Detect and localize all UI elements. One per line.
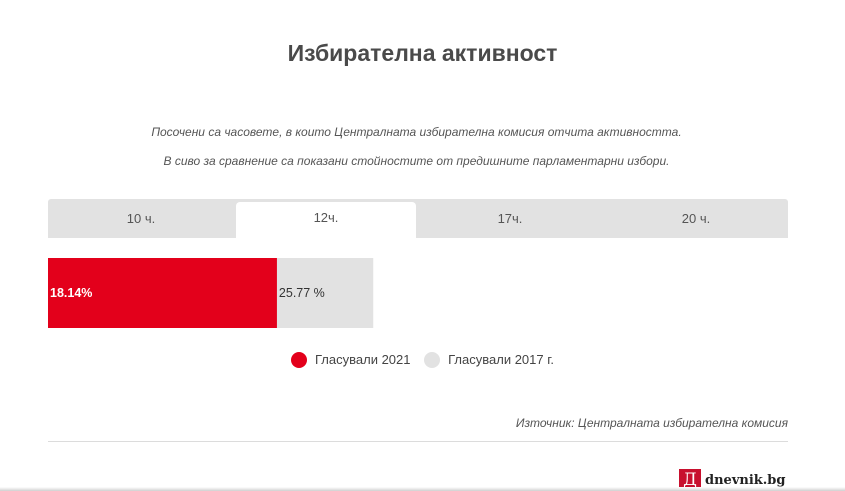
- bar-2017-label: 25.77 %: [279, 286, 325, 300]
- turnout-chart: 18.14% 25.77 %: [48, 258, 374, 328]
- legend-label-2021: Гласували 2021: [315, 352, 411, 368]
- legend-dot-2021: [291, 351, 307, 368]
- legend-dot-2017: [424, 351, 441, 368]
- tab-12h[interactable]: 12ч.: [236, 202, 416, 238]
- bar-2021: [48, 258, 277, 328]
- tab-20h[interactable]: 20 ч.: [681, 211, 711, 226]
- divider: [48, 441, 788, 442]
- dnevnik-logo[interactable]: Д dnevnik.bg: [679, 469, 785, 491]
- tab-17h[interactable]: 17ч.: [497, 211, 523, 226]
- bottom-edge: [0, 487, 845, 491]
- source-note: Източник: Централната избирателна комиси…: [515, 416, 788, 430]
- tab-10h[interactable]: 10 ч.: [126, 211, 156, 226]
- chart-title: Избирателна активност: [287, 40, 558, 66]
- subtitle-hours: Посочени са часовете, в които Централнат…: [151, 125, 682, 139]
- legend-label-2017: Гласували 2017 г.: [448, 352, 554, 368]
- logo-text: dnevnik.bg: [705, 472, 786, 488]
- legend-item-2021[interactable]: Гласували 2021: [291, 351, 411, 369]
- hour-tabs: 10 ч. 12ч. 17ч. 20 ч.: [48, 199, 788, 238]
- logo-mark: Д: [679, 469, 701, 491]
- subtitle-comparison: В сиво за сравнение са показани стойност…: [163, 154, 670, 168]
- legend: Гласували 2021 Гласували 2017 г.: [0, 351, 845, 370]
- bar-2021-label: 18.14%: [50, 286, 92, 300]
- legend-item-2017[interactable]: Гласували 2017 г.: [424, 351, 554, 369]
